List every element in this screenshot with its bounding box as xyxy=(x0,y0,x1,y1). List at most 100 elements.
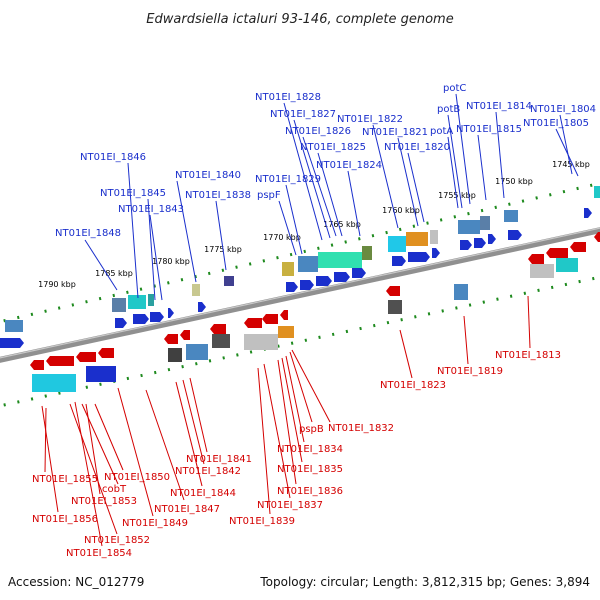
forward-gene-arrow[interactable] xyxy=(432,248,440,258)
feature-block[interactable] xyxy=(192,284,200,296)
forward-gene-arrow[interactable] xyxy=(474,238,486,248)
gene-label[interactable]: NT01EI_1820 xyxy=(384,142,450,153)
reverse-gene-arrow[interactable] xyxy=(546,248,568,258)
gene-label[interactable]: NT01EI_1805 xyxy=(523,118,589,129)
feature-block[interactable] xyxy=(594,186,600,198)
feature-block[interactable] xyxy=(458,220,480,234)
gene-label[interactable]: NT01EI_1848 xyxy=(55,228,121,239)
gene-label[interactable]: pspF xyxy=(257,190,281,201)
feature-block[interactable] xyxy=(148,294,154,306)
feature-block[interactable] xyxy=(454,284,468,300)
feature-block[interactable] xyxy=(5,320,23,332)
forward-gene-arrow[interactable] xyxy=(300,280,314,290)
feature-block[interactable] xyxy=(362,246,372,260)
forward-gene-arrow[interactable] xyxy=(392,256,406,266)
gene-label[interactable]: pspB xyxy=(299,424,324,435)
reverse-gene-arrow[interactable] xyxy=(164,334,178,344)
forward-gene-arrow[interactable] xyxy=(316,276,332,286)
forward-gene-arrow[interactable] xyxy=(150,312,164,322)
feature-block[interactable] xyxy=(556,258,578,272)
gene-label[interactable]: NT01EI_1823 xyxy=(380,380,446,391)
gene-label[interactable]: potA xyxy=(430,126,453,137)
gene-label[interactable]: NT01EI_1815 xyxy=(456,124,522,135)
gene-label[interactable]: NT01EI_1822 xyxy=(337,114,403,125)
forward-gene-arrow[interactable] xyxy=(460,240,472,250)
feature-block[interactable] xyxy=(128,295,146,309)
gene-label[interactable]: NT01EI_1832 xyxy=(328,423,394,434)
gene-label[interactable]: NT01EI_1840 xyxy=(175,170,241,181)
reverse-gene-arrow[interactable] xyxy=(386,286,400,296)
reverse-gene-arrow[interactable] xyxy=(528,254,544,264)
reverse-gene-arrow[interactable] xyxy=(46,356,74,366)
feature-block[interactable] xyxy=(388,236,406,252)
gene-label[interactable]: NT01EI_1838 xyxy=(185,190,251,201)
reverse-gene-arrow[interactable] xyxy=(280,310,288,320)
gene-label[interactable]: NT01EI_1834 xyxy=(277,444,343,455)
gene-label[interactable]: NT01EI_1821 xyxy=(362,127,428,138)
forward-gene-arrow[interactable] xyxy=(168,308,174,318)
gene-label[interactable]: NT01EI_1855 xyxy=(32,474,98,485)
reverse-gene-arrow[interactable] xyxy=(180,330,190,340)
gene-label[interactable]: NT01EI_1844 xyxy=(170,488,236,499)
gene-label[interactable]: NT01EI_1843 xyxy=(118,204,184,215)
gene-label[interactable]: NT01EI_1813 xyxy=(495,350,561,361)
feature-block[interactable] xyxy=(430,230,438,244)
feature-block[interactable] xyxy=(112,298,126,312)
gene-label[interactable]: NT01EI_1837 xyxy=(257,500,323,511)
gene-label[interactable]: NT01EI_1849 xyxy=(122,518,188,529)
forward-gene-arrow[interactable] xyxy=(198,302,206,312)
gene-label[interactable]: potB xyxy=(437,104,460,115)
feature-block[interactable] xyxy=(212,334,230,348)
gene-label[interactable]: NT01EI_1835 xyxy=(277,464,343,475)
gene-label[interactable]: NT01EI_1845 xyxy=(100,188,166,199)
forward-gene-arrow[interactable] xyxy=(508,230,522,240)
gene-label[interactable]: NT01EI_1839 xyxy=(229,516,295,527)
gene-label[interactable]: NT01EI_1841 xyxy=(186,454,252,465)
forward-gene-arrow[interactable] xyxy=(488,234,496,244)
feature-block[interactable] xyxy=(282,262,294,276)
gene-label[interactable]: NT01EI_1825 xyxy=(300,142,366,153)
gene-label[interactable]: NT01EI_1804 xyxy=(530,104,596,115)
gene-label[interactable]: NT01EI_1850 xyxy=(104,472,170,483)
forward-gene-arrow[interactable] xyxy=(334,272,350,282)
reverse-gene-arrow[interactable] xyxy=(98,348,114,358)
gene-label[interactable]: NT01EI_1836 xyxy=(277,486,343,497)
feature-block[interactable] xyxy=(504,210,518,222)
feature-block[interactable] xyxy=(530,264,554,278)
reverse-gene-arrow[interactable] xyxy=(210,324,226,334)
feature-block[interactable] xyxy=(86,366,116,382)
feature-block[interactable] xyxy=(318,252,362,268)
gene-label[interactable]: NT01EI_1829 xyxy=(255,174,321,185)
gene-label[interactable]: NT01EI_1824 xyxy=(316,160,382,171)
forward-gene-arrow[interactable] xyxy=(584,208,592,218)
gene-label[interactable]: NT01EI_1828 xyxy=(255,92,321,103)
reverse-gene-arrow[interactable] xyxy=(76,352,96,362)
feature-block[interactable] xyxy=(480,216,490,230)
reverse-gene-arrow[interactable] xyxy=(262,314,278,324)
gene-label[interactable]: potC xyxy=(443,83,466,94)
feature-block[interactable] xyxy=(186,344,208,360)
gene-label[interactable]: NT01EI_1853 xyxy=(71,496,137,507)
gene-label[interactable]: NT01EI_1856 xyxy=(32,514,98,525)
gene-label[interactable]: NT01EI_1814 xyxy=(466,101,532,112)
gene-label[interactable]: NT01EI_1846 xyxy=(80,152,146,163)
forward-gene-arrow[interactable] xyxy=(115,318,127,328)
feature-block[interactable] xyxy=(298,256,318,272)
reverse-gene-arrow[interactable] xyxy=(570,242,586,252)
gene-label[interactable]: NT01EI_1847 xyxy=(154,504,220,515)
reverse-gene-arrow[interactable] xyxy=(30,360,44,370)
forward-gene-arrow[interactable] xyxy=(408,252,430,262)
gene-label[interactable]: NT01EI_1842 xyxy=(175,466,241,477)
gene-label[interactable]: NT01EI_1826 xyxy=(285,126,351,137)
gene-label[interactable]: NT01EI_1827 xyxy=(270,109,336,120)
feature-block[interactable] xyxy=(278,326,294,338)
gene-label[interactable]: cobT xyxy=(102,484,127,495)
gene-label[interactable]: NT01EI_1854 xyxy=(66,548,132,559)
gene-label[interactable]: NT01EI_1852 xyxy=(84,535,150,546)
feature-block[interactable] xyxy=(406,232,428,246)
forward-gene-arrow[interactable] xyxy=(0,338,24,348)
forward-gene-arrow[interactable] xyxy=(352,268,366,278)
reverse-gene-arrow[interactable] xyxy=(594,232,600,242)
forward-gene-arrow[interactable] xyxy=(286,282,298,292)
gene-label[interactable]: NT01EI_1819 xyxy=(437,366,503,377)
